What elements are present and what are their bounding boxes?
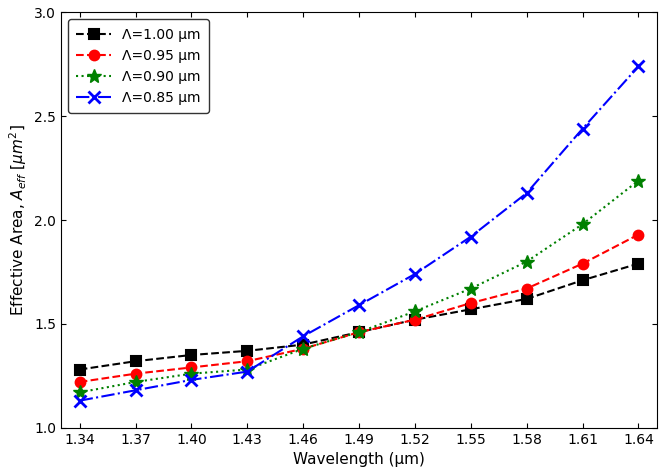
Λ=0.90 μm <box>355 329 363 335</box>
Y-axis label: Effective Area, $A_{eff}$ [$\mu m^2$]: Effective Area, $A_{eff}$ [$\mu m^2$] <box>7 124 29 316</box>
X-axis label: Wavelength (μm): Wavelength (μm) <box>293 452 425 467</box>
Λ=0.95 μm <box>131 371 139 376</box>
Λ=0.95 μm <box>355 329 363 335</box>
Λ=0.85 μm <box>76 398 84 403</box>
Λ=1.00 μm <box>243 348 251 354</box>
Λ=1.00 μm <box>523 296 531 302</box>
Λ=1.00 μm <box>578 277 586 283</box>
Λ=1.00 μm <box>467 307 475 312</box>
Λ=1.00 μm <box>76 367 84 373</box>
Line: Λ=0.90 μm: Λ=0.90 μm <box>73 173 645 399</box>
Λ=0.90 μm <box>76 390 84 395</box>
Λ=0.85 μm <box>187 377 195 383</box>
Λ=0.95 μm <box>411 317 419 322</box>
Λ=0.95 μm <box>76 379 84 385</box>
Λ=1.00 μm <box>299 342 307 347</box>
Line: Λ=1.00 μm: Λ=1.00 μm <box>75 259 643 374</box>
Λ=0.90 μm <box>131 379 139 385</box>
Λ=0.95 μm <box>467 300 475 306</box>
Λ=0.85 μm <box>523 190 531 196</box>
Λ=1.00 μm <box>411 317 419 322</box>
Λ=1.00 μm <box>187 352 195 358</box>
Λ=0.90 μm <box>243 367 251 373</box>
Λ=0.85 μm <box>634 64 642 69</box>
Λ=0.85 μm <box>355 302 363 308</box>
Λ=1.00 μm <box>131 358 139 364</box>
Λ=0.95 μm <box>578 261 586 266</box>
Λ=0.90 μm <box>187 371 195 376</box>
Λ=0.95 μm <box>187 365 195 370</box>
Λ=1.00 μm <box>355 329 363 335</box>
Λ=0.85 μm <box>578 126 586 132</box>
Λ=0.85 μm <box>467 234 475 239</box>
Λ=0.90 μm <box>299 346 307 352</box>
Line: Λ=0.85 μm: Λ=0.85 μm <box>74 61 644 406</box>
Legend: Λ=1.00 μm, Λ=0.95 μm, Λ=0.90 μm, Λ=0.85 μm: Λ=1.00 μm, Λ=0.95 μm, Λ=0.90 μm, Λ=0.85 … <box>68 19 209 113</box>
Λ=0.95 μm <box>243 358 251 364</box>
Λ=0.90 μm <box>467 286 475 292</box>
Λ=0.90 μm <box>578 221 586 227</box>
Λ=0.85 μm <box>411 271 419 277</box>
Λ=1.00 μm <box>634 261 642 266</box>
Λ=0.90 μm <box>411 309 419 314</box>
Λ=0.85 μm <box>243 369 251 374</box>
Λ=0.85 μm <box>131 387 139 393</box>
Line: Λ=0.95 μm: Λ=0.95 μm <box>75 230 643 387</box>
Λ=0.95 μm <box>523 286 531 292</box>
Λ=0.95 μm <box>299 346 307 352</box>
Λ=0.85 μm <box>299 333 307 339</box>
Λ=0.95 μm <box>634 232 642 237</box>
Λ=0.90 μm <box>523 259 531 264</box>
Λ=0.90 μm <box>634 178 642 183</box>
